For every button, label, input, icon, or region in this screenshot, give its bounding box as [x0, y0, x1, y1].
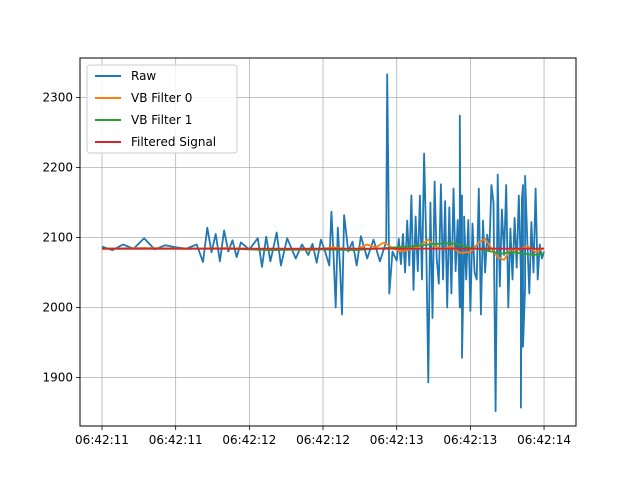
legend-label: Filtered Signal: [131, 135, 216, 149]
tick-layer: 06:42:11 06:42:11 06:42:12 06:42:12 06:42:13…: [42, 91, 571, 448]
series-line-0: [101, 73, 545, 412]
x-tick-label: 06:42:13: [443, 433, 497, 447]
legend-label: Raw: [131, 69, 156, 83]
legend: Raw VB Filter 0 VB Filter 1 Filtered Signal: [86, 64, 238, 154]
y-tick-label: 2100: [42, 231, 73, 245]
x-tick-label: 06:42:11: [149, 433, 203, 447]
y-tick-label: 2200: [42, 161, 73, 175]
legend-label: VB Filter 0: [131, 91, 192, 105]
x-tick-label: 06:42:12: [222, 433, 276, 447]
series-layer: [101, 73, 545, 412]
x-tick-label: 06:42:14: [517, 433, 571, 447]
legend-label: VB Filter 1: [131, 113, 192, 127]
plot-frame: [79, 57, 577, 427]
x-tick-label: 06:42:12: [296, 433, 350, 447]
x-tick-label: 06:42:11: [75, 433, 129, 447]
y-tick-label: 2000: [42, 301, 73, 315]
y-tick-label: 1900: [42, 371, 73, 385]
legend-box: [86, 64, 238, 154]
x-tick-label: 06:42:13: [370, 433, 424, 447]
y-tick-label: 2300: [42, 91, 73, 105]
